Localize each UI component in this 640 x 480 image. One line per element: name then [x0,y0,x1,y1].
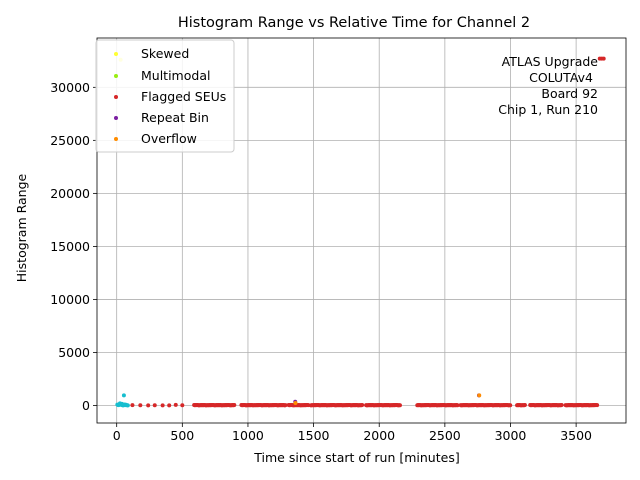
flagged-seus-point [283,403,288,408]
grid [97,38,626,423]
flagged-seus-point [146,403,151,408]
flagged-seus-point [559,403,564,408]
flagged-seus-point [180,403,185,408]
annotation-line-4: Chip 1, Run 210 [498,102,598,117]
chart-title: Histogram Range vs Relative Time for Cha… [178,15,530,31]
legend-entry-overflow: Overflow [114,131,197,146]
y-tick-label: 20000 [50,186,90,201]
legend-entry-multimodal: Multimodal [114,68,210,83]
flagged-seus-point [508,403,513,408]
flagged-seus-point [152,403,157,408]
legend-marker-skewed [114,52,118,56]
flagged-seus-point [595,403,600,408]
data-points [115,56,606,408]
legend-marker-flagged-seus [114,95,118,99]
flagged-seus-point [397,403,402,408]
y-tick-label: 5000 [58,345,90,360]
legend-label-skewed: Skewed [141,46,189,61]
annotation-box: ATLAS Upgrade COLUTAv4 Board 92 Chip 1, … [498,54,598,117]
legend-label-repeat-bin: Repeat Bin [141,110,209,125]
x-axis-ticks: 0 500 1000 1500 2000 2500 3000 3500 [113,423,592,443]
y-axis-label: Histogram Range [14,173,29,282]
x-tick-label: 2000 [363,428,395,443]
flagged-seus-point [160,403,165,408]
y-tick-label: 15000 [50,239,90,254]
overflow-point [293,401,298,406]
plot-frame [96,37,627,424]
legend-entry-repeat-bin: Repeat Bin [114,110,209,125]
y-tick-label: 30000 [50,80,90,95]
legend-frame [95,39,235,153]
x-tick-label: 1000 [232,428,264,443]
flagged-seus-point [232,403,237,407]
flagged-seus-point [167,403,172,408]
x-tick-label: 3500 [560,428,592,443]
legend-entry-skewed: Skewed [114,46,189,61]
legend-label-overflow: Overflow [141,131,197,146]
y-tick-label: 0 [82,398,90,413]
unflagged-point [121,393,126,398]
legend-label-flagged-seus: Flagged SEUs [141,89,226,104]
legend: Skewed Multimodal Flagged SEUs Repeat Bi… [95,39,235,153]
flagged-seus-point [601,56,606,61]
y-axis-ticks: 0 5000 10000 15000 20000 25000 30000 [50,80,97,413]
legend-label-multimodal: Multimodal [141,68,210,83]
x-axis-label: Time since start of run [minutes] [253,450,459,465]
flagged-seus-point [522,403,527,408]
overflow-point [477,393,482,398]
legend-entry-flagged-seus: Flagged SEUs [114,89,226,104]
annotation-line-1: ATLAS Upgrade [502,54,599,69]
legend-marker-overflow [114,137,118,141]
legend-marker-multimodal [114,74,118,78]
flagged-seus-point [455,403,460,408]
legend-marker-repeat-bin [114,116,118,120]
annotation-line-2: COLUTAv4 [529,70,593,85]
y-tick-label: 10000 [50,292,90,307]
x-tick-label: 2500 [429,428,461,443]
flagged-seus-point [130,403,135,408]
flagged-seus-point [138,403,143,408]
unflagged-point [125,403,130,408]
flagged-seus-point [173,402,178,407]
annotation-line-3: Board 92 [541,86,598,101]
x-tick-label: 0 [113,428,121,443]
y-tick-label: 25000 [50,133,90,148]
x-tick-label: 500 [170,428,194,443]
unflagged-point [121,403,126,408]
x-tick-label: 3000 [495,428,527,443]
flagged-seus-point [360,403,365,408]
x-tick-label: 1500 [298,428,330,443]
